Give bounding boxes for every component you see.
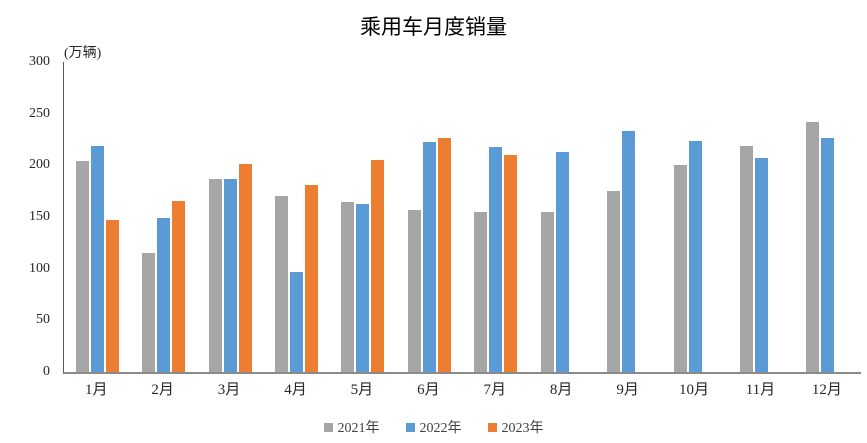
2021年-bar xyxy=(75,160,89,372)
2021年-bar xyxy=(208,178,222,372)
2022年-bar xyxy=(821,138,835,372)
x-tick-label: 1月 xyxy=(84,382,108,398)
y-tick-label: 250 xyxy=(29,105,50,121)
plot-area xyxy=(63,62,861,374)
2022年-bar xyxy=(622,131,636,372)
2023年-bar xyxy=(172,201,186,372)
2021年-bar xyxy=(474,211,488,372)
legend-item-2022年: 2022年 xyxy=(405,417,462,437)
2021年-bar xyxy=(607,191,621,372)
2021年-bar xyxy=(274,195,288,372)
2022年-bar xyxy=(90,146,104,372)
legend: 2021年 2022年 2023年 xyxy=(0,417,867,437)
2021年-bar xyxy=(739,145,753,372)
y-axis-unit-label: (万辆) xyxy=(64,46,102,61)
x-tick-label: 11月 xyxy=(745,382,776,398)
2023年-bar xyxy=(105,220,119,372)
legend-item-2021年: 2021年 xyxy=(323,417,380,437)
2021年-bar xyxy=(341,201,355,372)
x-tick-label: 8月 xyxy=(549,382,573,398)
legend-label: 2023年 xyxy=(501,421,544,436)
legend-swatch-icon xyxy=(405,422,415,432)
x-tick-label: 7月 xyxy=(483,382,506,398)
x-tick-label: 3月 xyxy=(217,382,241,398)
bar-group-12月 xyxy=(795,62,861,372)
2022年-bar xyxy=(489,147,503,372)
bar-group-2月 xyxy=(130,62,196,372)
x-tick-label: 4月 xyxy=(284,382,307,398)
2023年-bar xyxy=(238,163,252,372)
2021年-bar xyxy=(806,121,820,372)
legend-label: 2021年 xyxy=(337,421,380,436)
x-tick-label: 9月 xyxy=(616,382,639,398)
y-tick-label: 50 xyxy=(36,312,50,328)
chart-title: 乘用车月度销量 xyxy=(360,15,507,39)
2021年-bar xyxy=(142,252,156,372)
x-tick-label: 5月 xyxy=(350,382,374,398)
bar-group-4月 xyxy=(263,62,329,372)
bar-group-6月 xyxy=(396,62,462,372)
2023年-bar xyxy=(371,160,385,372)
legend-swatch-icon xyxy=(487,422,497,432)
x-tick-label: 6月 xyxy=(417,382,440,398)
2023年-bar xyxy=(437,137,451,372)
2022年-bar xyxy=(289,272,303,372)
bar-group-11月 xyxy=(728,62,794,372)
legend-label: 2022年 xyxy=(419,421,462,436)
y-tick-label: 300 xyxy=(29,54,50,69)
2022年-bar xyxy=(356,204,370,372)
bar-group-1月 xyxy=(64,62,130,372)
2023年-bar xyxy=(504,155,518,372)
bar-groups xyxy=(64,62,861,372)
2021年-bar xyxy=(407,209,421,372)
y-tick-label: 100 xyxy=(29,260,50,276)
bar-group-5月 xyxy=(330,62,396,372)
bar-group-3月 xyxy=(197,62,263,372)
2021年-bar xyxy=(540,211,554,372)
y-tick-label: 0 xyxy=(43,364,50,379)
2022年-bar xyxy=(555,152,569,372)
x-tick-label: 10月 xyxy=(679,382,710,398)
2022年-bar xyxy=(422,142,436,372)
y-tick-label: 150 xyxy=(29,209,50,224)
bar-group-10月 xyxy=(662,62,728,372)
bar-group-8月 xyxy=(529,62,595,372)
legend-item-2023年: 2023年 xyxy=(487,417,544,437)
2022年-bar xyxy=(754,157,768,372)
y-tick-label: 200 xyxy=(29,157,50,173)
x-tick-label: 2月 xyxy=(151,382,174,398)
bar-group-7月 xyxy=(463,62,529,372)
x-axis-labels: 1月 2月 3月 4月 5月 6月 7月 8月 9月 10月 11月 12月 xyxy=(63,378,860,399)
2023年-bar xyxy=(304,184,318,372)
x-tick-label: 12月 xyxy=(811,382,842,398)
2021年-bar xyxy=(673,164,687,372)
legend-swatch-icon xyxy=(323,422,333,432)
2022年-bar xyxy=(157,218,171,372)
2022年-bar xyxy=(688,141,702,372)
2022年-bar xyxy=(223,179,237,372)
bar-group-9月 xyxy=(595,62,661,372)
